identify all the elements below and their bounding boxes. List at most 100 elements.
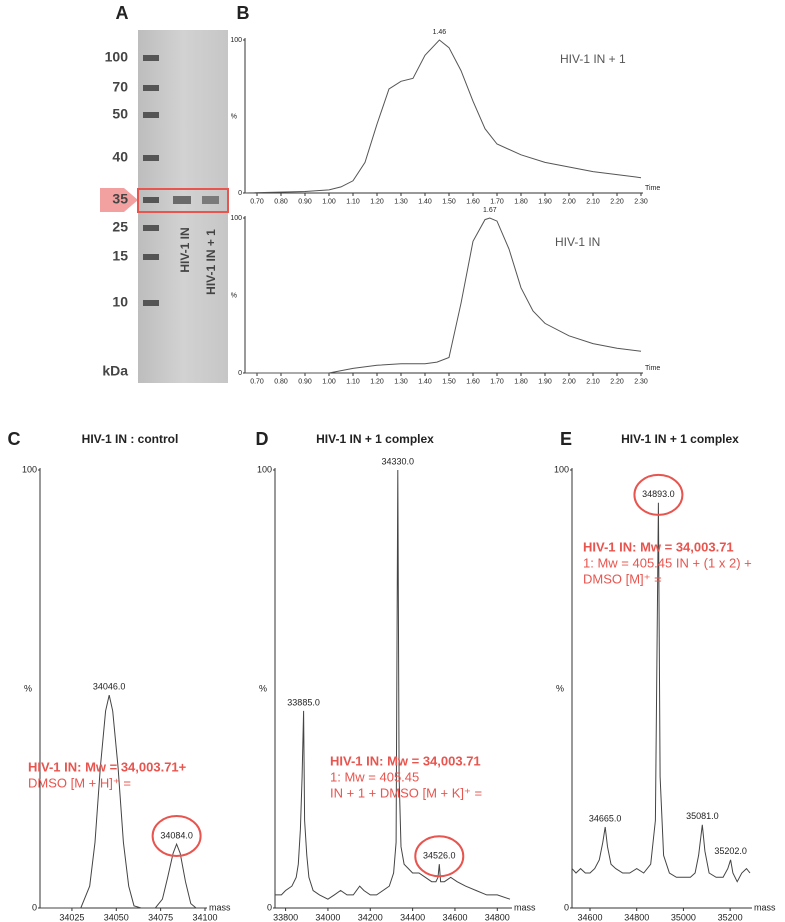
y-tick-label: 100 bbox=[230, 37, 242, 44]
ladder-band bbox=[143, 254, 159, 260]
data-line bbox=[244, 39, 642, 194]
panel-letter: C bbox=[8, 429, 21, 449]
chart-title: HIV-1 IN : control bbox=[82, 432, 179, 446]
x-tick-label: 2.00 bbox=[562, 199, 576, 206]
x-tick-label: 1.40 bbox=[418, 199, 432, 206]
x-tick-label: 1.70 bbox=[490, 379, 504, 386]
y-axis-label: % bbox=[259, 683, 267, 693]
x-axis-label: mass bbox=[209, 902, 231, 912]
peak-label: 34665.0 bbox=[589, 813, 622, 823]
panel-letter: B bbox=[237, 3, 250, 23]
x-axis-label: Time bbox=[645, 365, 660, 372]
x-tick-label: 1.00 bbox=[322, 199, 336, 206]
x-tick-label: 1.10 bbox=[346, 379, 360, 386]
peak-label: 34046.0 bbox=[93, 682, 126, 692]
y-axis-label: % bbox=[24, 683, 32, 693]
series-label: HIV-1 IN + 1 bbox=[560, 52, 626, 66]
lane-label: HIV-1 IN + 1 bbox=[204, 229, 218, 295]
x-tick-label: 2.20 bbox=[610, 379, 624, 386]
x-tick-label: 1.80 bbox=[514, 199, 528, 206]
peak-circle bbox=[414, 835, 465, 878]
peak-label: 34084.0 bbox=[160, 830, 193, 840]
x-tick-label: 0.80 bbox=[274, 199, 288, 206]
ladder-band bbox=[143, 55, 159, 61]
x-tick-label: 1.20 bbox=[370, 379, 384, 386]
ladder-band bbox=[143, 197, 159, 203]
peak-label: 1.46 bbox=[433, 29, 447, 36]
x-tick-label: 0.90 bbox=[298, 379, 312, 386]
data-line bbox=[245, 217, 642, 374]
x-tick-label: 1.60 bbox=[466, 199, 480, 206]
x-tick-label: 1.80 bbox=[514, 379, 528, 386]
x-tick-label: 0.80 bbox=[274, 379, 288, 386]
x-tick-label: 0.90 bbox=[298, 199, 312, 206]
x-tick-label: 2.10 bbox=[586, 379, 600, 386]
ladder-band bbox=[143, 112, 159, 118]
y-tick-label: 100 bbox=[230, 215, 242, 222]
x-axis-label: mass bbox=[514, 902, 536, 912]
data-line bbox=[571, 502, 751, 883]
gel-panel: A kDa HIV-1 IN HIV-1 IN + 1 bbox=[100, 3, 229, 383]
y-tick-label: 100 bbox=[257, 464, 272, 474]
y-axis-label: % bbox=[231, 292, 237, 299]
peak-label: 35202.0 bbox=[714, 846, 747, 856]
marker-label: 40 bbox=[112, 149, 128, 165]
chart-title: HIV-1 IN + 1 complex bbox=[621, 432, 739, 446]
y-tick-label: 100 bbox=[554, 464, 569, 474]
x-tick-label: 34800 bbox=[485, 913, 510, 922]
y-axis-label: % bbox=[231, 113, 237, 120]
peak-label: 1.67 bbox=[483, 207, 497, 214]
highlight-box bbox=[137, 188, 229, 213]
x-tick-label: 1.20 bbox=[370, 199, 384, 206]
note-line: DMSO [M]⁺ = bbox=[583, 571, 662, 586]
ladder-band bbox=[143, 85, 159, 91]
peak-label: 34893.0 bbox=[642, 489, 675, 499]
peak-circle bbox=[633, 473, 684, 516]
x-tick-label: 1.50 bbox=[442, 199, 456, 206]
x-tick-label: 0.70 bbox=[250, 379, 264, 386]
x-tick-label: 35000 bbox=[671, 913, 696, 922]
data-line bbox=[275, 469, 511, 900]
panel-letter: E bbox=[560, 429, 572, 449]
panel-letter: D bbox=[256, 429, 269, 449]
x-tick-label: 2.20 bbox=[610, 199, 624, 206]
x-axis-label: mass bbox=[754, 902, 776, 912]
x-tick-label: 2.00 bbox=[562, 379, 576, 386]
x-tick-label: 34600 bbox=[442, 913, 467, 922]
x-tick-label: 2.30 bbox=[634, 199, 648, 206]
marker-label: 50 bbox=[112, 106, 128, 122]
x-tick-label: 34400 bbox=[400, 913, 425, 922]
note-line: 1: Mw = 405.45 IN + (1 x 2) + bbox=[583, 555, 752, 570]
x-tick-label: 34025 bbox=[59, 913, 84, 922]
ladder-band bbox=[143, 155, 159, 161]
note-line: DMSO [M + H]⁺ = bbox=[28, 775, 131, 790]
peak-label: 33885.0 bbox=[287, 697, 320, 707]
axis-line bbox=[274, 468, 512, 909]
x-tick-label: 1.10 bbox=[346, 199, 360, 206]
peak-label: 34526.0 bbox=[423, 851, 456, 861]
marker-label: 35 bbox=[112, 191, 128, 207]
y-tick-label: 0 bbox=[564, 902, 569, 912]
x-tick-label: 2.30 bbox=[634, 379, 648, 386]
x-tick-label: 34200 bbox=[358, 913, 383, 922]
peak-label: 34330.0 bbox=[382, 456, 415, 466]
ladder-band bbox=[143, 225, 159, 231]
ladder-band bbox=[143, 300, 159, 306]
x-tick-label: 34600 bbox=[577, 913, 602, 922]
series-label: HIV-1 IN bbox=[555, 235, 600, 249]
x-tick-label: 1.90 bbox=[538, 379, 552, 386]
peak-label: 35081.0 bbox=[686, 811, 719, 821]
marker-label: 25 bbox=[112, 219, 128, 235]
x-tick-label: 34000 bbox=[315, 913, 340, 922]
x-tick-label: 1.30 bbox=[394, 379, 408, 386]
marker-label: 15 bbox=[112, 248, 128, 264]
lane-label: HIV-1 IN bbox=[178, 227, 192, 272]
chart-title: HIV-1 IN + 1 complex bbox=[316, 432, 434, 446]
x-tick-label: 1.60 bbox=[466, 379, 480, 386]
y-axis-label: % bbox=[556, 683, 564, 693]
x-tick-label: 1.40 bbox=[418, 379, 432, 386]
x-tick-label: 1.50 bbox=[442, 379, 456, 386]
panel-letter: A bbox=[116, 3, 129, 23]
data-line bbox=[40, 694, 205, 909]
x-tick-label: 1.00 bbox=[322, 379, 336, 386]
